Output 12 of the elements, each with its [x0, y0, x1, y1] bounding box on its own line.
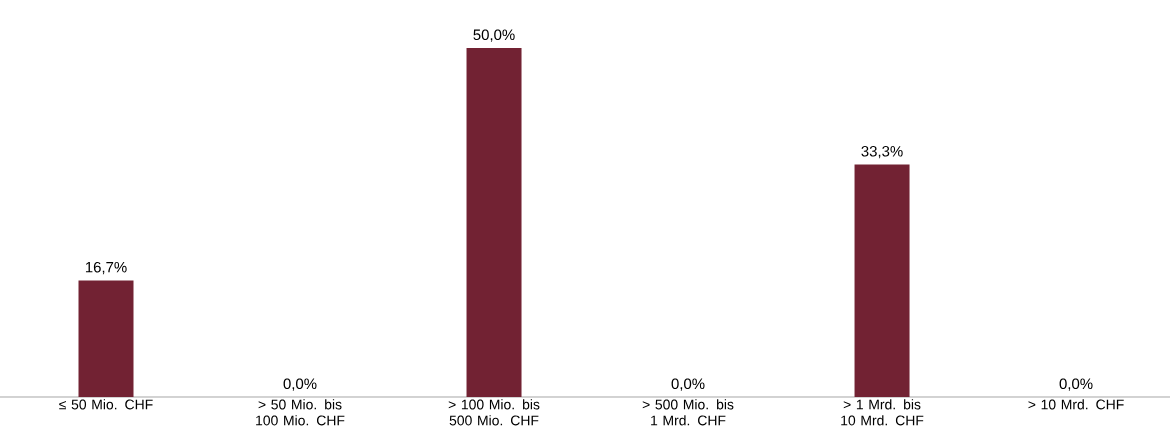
x-tick-label: ≤ 50 Mio. CHF — [59, 399, 153, 410]
data-label: 16,7% — [85, 261, 127, 275]
x-tick-label: > 10 Mrd. CHF — [1028, 399, 1124, 410]
x-tick-label: > 100 Mio. bis 500 Mio. CHF — [448, 399, 540, 426]
data-label: 33,3% — [861, 146, 903, 159]
x-tick-label: > 50 Mio. bis 100 Mio. CHF — [256, 399, 345, 426]
data-label: 50,0% — [473, 29, 515, 42]
x-tick-label: > 500 Mio. bis 1 Mrd. CHF — [642, 399, 734, 426]
data-label: 0,0% — [671, 378, 705, 391]
data-label: 0,0% — [1059, 378, 1093, 391]
x-tick-label: > 1 Mrd. bis 10 Mrd. CHF — [841, 399, 924, 426]
data-label: 0,0% — [283, 378, 317, 391]
